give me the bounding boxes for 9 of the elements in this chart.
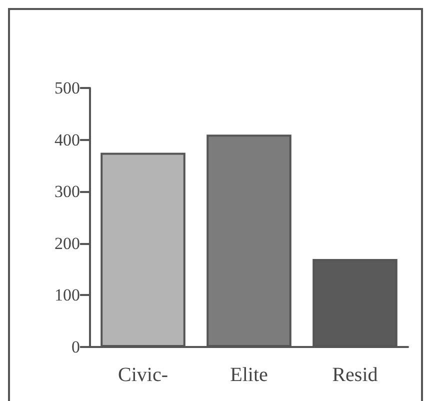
y-tick-label: 500 (54, 78, 80, 98)
y-tick-label: 300 (54, 182, 80, 202)
x-tick-label: Civic- (118, 364, 168, 386)
y-tick-label: 400 (54, 130, 80, 150)
x-tick-label: Resid (332, 364, 378, 386)
y-tick-label: 100 (54, 286, 80, 305)
y-tick-label: 0 (72, 338, 80, 356)
x-tick-label: Elite (230, 364, 268, 386)
y-tick-label: 200 (54, 234, 80, 253)
